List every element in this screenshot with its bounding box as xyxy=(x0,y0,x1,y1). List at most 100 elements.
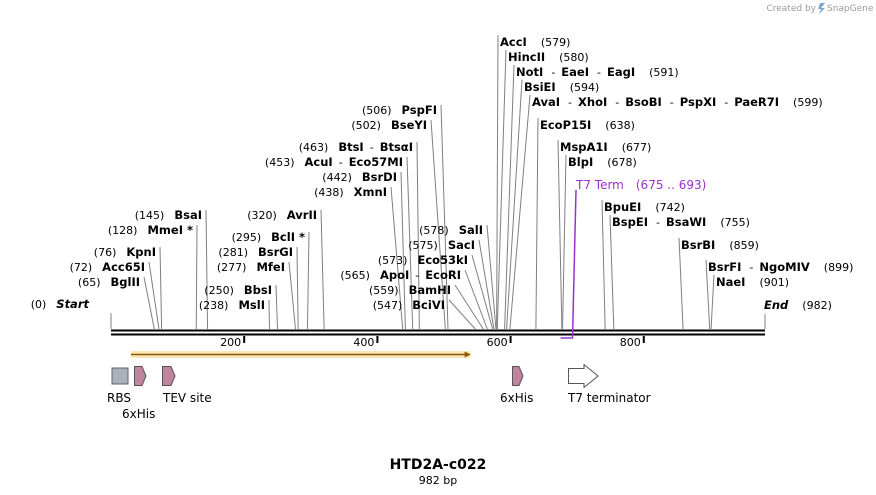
connector-mmei xyxy=(195,224,198,330)
connector-pspfi xyxy=(440,104,449,330)
connector-naei xyxy=(710,274,715,330)
enzyme-label-avrii[interactable]: (320) AvrII xyxy=(247,208,317,222)
connector-bsrfi xyxy=(705,259,711,330)
feature-label-6xhis-1: 6xHis xyxy=(122,407,155,421)
connector-bcli xyxy=(306,231,310,330)
connector-ecop15i xyxy=(535,117,539,330)
enzyme-label-mmei[interactable]: (128) MmeI * xyxy=(108,223,193,237)
connector-bamhi xyxy=(454,284,484,330)
connector-bsrbi xyxy=(678,237,684,330)
enzyme-label-blpi[interactable]: BlpI (678) xyxy=(568,155,637,169)
enzyme-label-bsiei[interactable]: BsiEI (594) xyxy=(524,80,599,94)
enzyme-connectors xyxy=(110,34,766,330)
connector-noti xyxy=(504,64,515,330)
enzyme-label-xmni[interactable]: (438) XmnI xyxy=(314,185,387,199)
connector-acui xyxy=(406,156,414,330)
enzyme-label-avai[interactable]: AvaI - XhoI - BsoBI - PspXI - PaeR7I (599) xyxy=(532,95,823,109)
enzyme-label-pspfi[interactable]: (506) PspFI xyxy=(362,103,437,117)
enzyme-label-bsrdi[interactable]: (442) BsrDI xyxy=(322,170,397,184)
enzyme-label-bspei[interactable]: BspEI - BsaWI (755) xyxy=(612,215,750,229)
scale-tick-label-200: 200 xyxy=(220,336,241,349)
connector-mspa1i xyxy=(557,139,563,330)
t7-term-marker[interactable] xyxy=(560,189,577,339)
credit-prefix: Created by xyxy=(766,4,816,14)
connector-bsrgi xyxy=(296,246,299,330)
connector-bseyi xyxy=(430,119,446,330)
connector-bpuei xyxy=(601,199,606,330)
enzyme-label-eco53ki[interactable]: (573) Eco53kI xyxy=(378,253,468,267)
connector-bglII xyxy=(143,276,155,330)
connector-apoi xyxy=(464,269,488,330)
scale-ticks: 200 400 600 800 xyxy=(220,336,645,349)
enzyme-label-hincii[interactable]: HincII (580) xyxy=(508,50,589,64)
connector-btsi xyxy=(416,141,420,330)
connector-avai xyxy=(509,94,531,330)
his-tag-feature-1[interactable] xyxy=(134,366,147,386)
feature-label-tev-site: TEV site xyxy=(162,391,212,405)
scale-tick-label-600: 600 xyxy=(487,336,508,349)
t7-term-connector xyxy=(560,189,577,339)
map-title: HTD2A-c022 xyxy=(390,457,487,473)
enzyme-label-sali[interactable]: (578) SalI xyxy=(419,223,483,237)
rbs-feature[interactable] xyxy=(111,367,129,385)
enzyme-label-mspa1i[interactable]: MspA1I (677) xyxy=(560,140,651,154)
enzyme-label-bglii[interactable]: (65) BglII xyxy=(78,275,140,289)
connector-bsiei xyxy=(506,79,523,330)
enzyme-label-end[interactable]: End (982) xyxy=(764,298,832,312)
connector-hincii xyxy=(496,49,507,330)
enzyme-label-saci[interactable]: (575) SacI xyxy=(408,238,475,252)
tev-site-feature[interactable] xyxy=(162,366,176,386)
enzyme-label-apoi[interactable]: (565) ApoI - EcoRI xyxy=(340,268,461,282)
enzyme-label-bbsi[interactable]: (250) BbsI xyxy=(204,283,272,297)
connector-bcivi xyxy=(448,299,476,330)
enzyme-label-bcli[interactable]: (295) BclI * xyxy=(232,230,305,244)
feature-label-t7-terminator: T7 terminator xyxy=(567,391,651,405)
connector-avrii xyxy=(320,209,325,330)
scale-tick-label-400: 400 xyxy=(353,336,374,349)
connector-bsai xyxy=(205,209,209,330)
orf-arrowhead xyxy=(464,351,471,358)
enzyme-label-bamhi[interactable]: (559) BamHI xyxy=(369,283,451,297)
enzyme-label-acui[interactable]: (453) AcuI - Eco57MI xyxy=(265,155,403,169)
feature-label-6xhis-2: 6xHis xyxy=(500,391,533,405)
connector-bsrdi xyxy=(400,171,406,330)
feature-label-rbs: RBS xyxy=(107,391,131,405)
connector-acc65i xyxy=(148,261,160,330)
connector-eco53ki xyxy=(471,254,494,330)
enzyme-label-bcivi[interactable]: (547) BciVI xyxy=(373,298,445,312)
connector-bspei xyxy=(609,214,615,330)
t7-term-label[interactable]: T7 Term (675 .. 693) xyxy=(575,178,706,192)
enzyme-labels: (0) Start (65) BglII (72) Acc65I (76) KpnI (… xyxy=(31,35,854,312)
enzyme-label-bseyi[interactable]: (502) BseYI xyxy=(351,118,427,132)
connector-bbsi xyxy=(275,284,278,330)
enzyme-label-bsrfi[interactable]: BsrFI - NgoMIV (899) xyxy=(708,260,853,274)
map-length: 982 bp xyxy=(419,474,457,487)
enzyme-label-acci[interactable]: AccI (579) xyxy=(500,35,570,49)
enzyme-label-kpni[interactable]: (76) KpnI xyxy=(94,245,156,259)
enzyme-label-bsrgi[interactable]: (281) BsrGI xyxy=(218,245,293,259)
enzyme-label-ecop15i[interactable]: EcoP15I (638) xyxy=(540,118,635,132)
connector-mfei xyxy=(288,261,296,330)
enzyme-label-btsi[interactable]: (463) BtsI - BtsαI xyxy=(299,140,413,154)
enzyme-label-naei[interactable]: NaeI (901) xyxy=(716,275,789,289)
enzyme-label-bsrbi[interactable]: BsrBI (859) xyxy=(681,238,759,252)
enzyme-label-msli[interactable]: (238) MslI xyxy=(199,298,265,312)
connector-sali xyxy=(486,224,497,330)
t7-terminator-feature[interactable] xyxy=(568,363,599,389)
connector-kpni xyxy=(159,246,163,330)
sequence-backbone xyxy=(111,329,765,336)
enzyme-label-mfei[interactable]: (277) MfeI xyxy=(217,260,285,274)
connector-acci xyxy=(496,34,499,330)
enzyme-label-bsai[interactable]: (145) BsaI xyxy=(135,208,202,222)
enzyme-label-bpuei[interactable]: BpuEI (742) xyxy=(604,200,685,214)
connector-xmni xyxy=(390,186,404,330)
snapgene-credit: Created by SnapGene xyxy=(766,3,874,14)
enzyme-label-start[interactable]: (0) Start xyxy=(31,297,90,311)
enzyme-label-acc65i[interactable]: (72) Acc65I xyxy=(70,260,145,274)
features: RBS 6xHis TEV site 6xHis T7 terminator xyxy=(107,363,651,421)
orf-arrow[interactable] xyxy=(130,351,471,358)
connector-blpi xyxy=(562,154,567,330)
snapgene-logo-icon xyxy=(818,3,825,14)
enzyme-label-noti[interactable]: NotI - EaeI - EagI (591) xyxy=(516,65,679,79)
his-tag-feature-2[interactable] xyxy=(512,366,524,386)
